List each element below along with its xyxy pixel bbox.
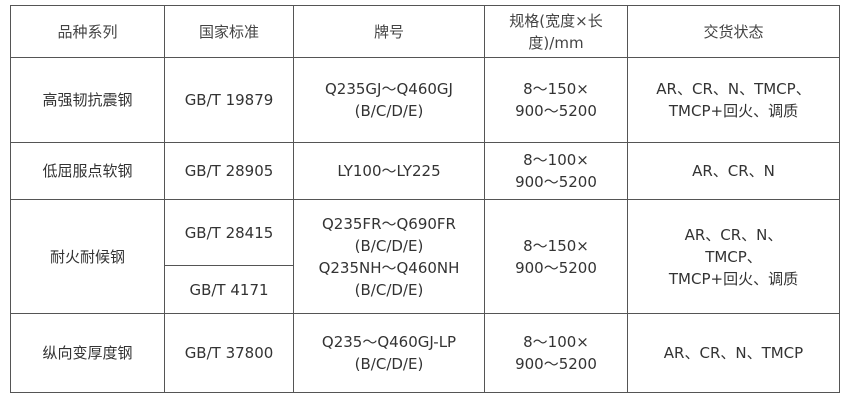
- standard-cell: GB/T 19879: [164, 57, 294, 143]
- grade-line: (B/C/D/E): [354, 236, 424, 255]
- table-row: 高强韧抗震钢 GB/T 19879 Q235GJ～Q460GJ (B/C/D/E…: [10, 57, 840, 143]
- standard-cell: GB/T 28905: [164, 142, 294, 200]
- grade-line: Q235GJ～Q460GJ: [325, 80, 453, 98]
- delivery-line: AR、CR、N、: [684, 225, 783, 244]
- series-cell: 高强韧抗震钢: [10, 57, 165, 143]
- spec-line: 8～150×: [523, 80, 589, 98]
- spec-line: 900～5200: [515, 355, 597, 373]
- delivery-line: TMCP+回火、调质: [668, 102, 799, 120]
- header-spec-line: 规格(宽度×长: [509, 11, 603, 30]
- delivery-line: TMCP、: [705, 247, 762, 266]
- grade-line: Q235～Q460GJ-LP: [321, 333, 457, 351]
- series-cell: 低屈服点软钢: [10, 142, 165, 200]
- spec-line: 900～5200: [515, 173, 597, 191]
- table-row: 纵向变厚度钢 GB/T 37800 Q235～Q460GJ-LP (B/C/D/…: [10, 313, 840, 393]
- spec-line: 8～150×: [523, 236, 589, 255]
- header-series: 品种系列: [10, 5, 165, 58]
- spec-line: 8～100×: [523, 333, 589, 351]
- standard-cell: GB/T 28415: [164, 199, 294, 266]
- header-row: 品种系列 国家标准 牌号 规格(宽度×长 度)/mm 交货状态: [10, 5, 840, 58]
- grade-cell: Q235～Q460GJ-LP (B/C/D/E): [293, 313, 485, 393]
- delivery-cell: AR、CR、N、 TMCP、 TMCP+回火、调质: [627, 199, 840, 314]
- table-row: 耐火耐候钢 GB/T 28415 Q235FR～Q690FR (B/C/D/E)…: [10, 199, 840, 314]
- spec-cell: 8～100× 900～5200: [484, 142, 628, 200]
- delivery-cell: AR、CR、N: [627, 142, 840, 200]
- grade-cell: Q235FR～Q690FR (B/C/D/E) Q235NH～Q460NH (B…: [293, 199, 485, 314]
- spec-line: 900～5200: [515, 102, 597, 120]
- header-delivery: 交货状态: [627, 5, 840, 58]
- header-spec: 规格(宽度×长 度)/mm: [484, 5, 628, 58]
- standard-cell: GB/T 4171: [164, 265, 294, 314]
- standard-cell: GB/T 37800: [164, 313, 294, 393]
- table-row: 低屈服点软钢 GB/T 28905 LY100～LY225 8～100× 900…: [10, 142, 840, 200]
- delivery-line: TMCP+回火、调质: [668, 269, 799, 288]
- grade-cell: Q235GJ～Q460GJ (B/C/D/E): [293, 57, 485, 143]
- header-spec-line: 度)/mm: [528, 33, 584, 52]
- spec-line: 900～5200: [515, 258, 597, 277]
- grade-line: (B/C/D/E): [354, 280, 424, 299]
- header-grade: 牌号: [293, 5, 485, 58]
- spec-cell: 8～100× 900～5200: [484, 313, 628, 393]
- table-row: GB/T 4171: [11, 265, 840, 314]
- grade-cell: LY100～LY225: [293, 142, 485, 200]
- grade-line: Q235NH～Q460NH: [318, 258, 460, 277]
- spec-cell: 8～150× 900～5200: [484, 199, 628, 314]
- spec-line: 8～100×: [523, 151, 589, 169]
- header-standard: 国家标准: [164, 5, 294, 58]
- delivery-cell: AR、CR、N、TMCP、 TMCP+回火、调质: [627, 57, 840, 143]
- spec-cell: 8～150× 900～5200: [484, 57, 628, 143]
- grade-line: (B/C/D/E): [354, 355, 424, 373]
- series-cell: 纵向变厚度钢: [10, 313, 165, 393]
- grade-line: (B/C/D/E): [354, 102, 424, 120]
- delivery-line: AR、CR、N、TMCP、: [656, 80, 811, 98]
- delivery-cell: AR、CR、N、TMCP: [627, 313, 840, 393]
- steel-product-table: 品种系列 国家标准 牌号 规格(宽度×长 度)/mm 交货状态 高强韧抗震钢 G…: [10, 5, 840, 393]
- series-cell: 耐火耐候钢: [10, 199, 165, 314]
- grade-line: Q235FR～Q690FR: [322, 214, 456, 233]
